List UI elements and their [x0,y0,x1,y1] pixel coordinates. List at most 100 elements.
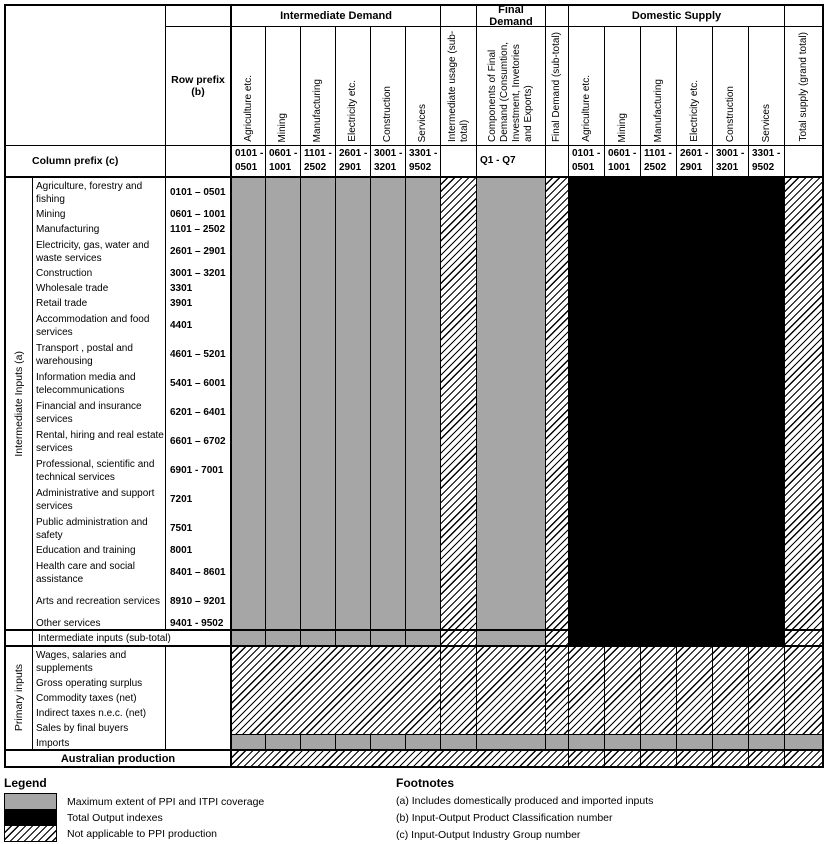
row-label: Public administration and safety [36,516,148,541]
column-prefix-value: 1101 - 2502 [301,146,335,176]
row-label: Construction [36,268,93,279]
row-prefix: 8910 – 9201 [170,596,226,607]
cell-not-applicable-hatch [749,750,784,766]
legend-item-total-output: Total Output indexes [4,809,396,826]
column-header-label: Agriculture etc. [580,75,592,142]
column-prefix-value: 0101 - 0501 [231,146,265,176]
row-label: Wholesale trade [36,283,109,294]
cell-not-applicable-hatch [546,177,568,629]
row-label: Professional, scientific and technical s… [36,458,155,483]
footnotes: Footnotes (a) Includes domestically prod… [396,775,653,844]
row-label: Accommodation and food services [36,313,150,338]
blank-header-cell [785,6,822,26]
column-prefix-value: 0101 - 0501 [569,146,604,176]
column-header-mining-supply: Mining [605,27,640,145]
cell-coverage-gray [406,735,440,749]
row-prefix: 0101 – 0501 [170,187,226,198]
column-header-manufacturing: Manufacturing [301,27,335,145]
row-label: Retail trade [36,298,88,309]
row-prefix: 4601 – 5201 [170,349,226,360]
cell-coverage-gray [336,735,370,749]
black-swatch-icon [4,809,57,826]
column-prefix-value: 1101 - 2502 [641,146,676,176]
cell-not-applicable-hatch [677,750,712,766]
row-label: Manufacturing [36,224,100,235]
column-header-label: Mining [616,112,628,142]
footnote-b: (b) Input-Output Product Classification … [396,812,613,824]
column-prefix-header: Column prefix (c) [6,146,165,176]
column-header-label: Manufacturing [312,78,323,142]
side-label-text: Intermediate Inputs (a) [13,350,25,457]
row-prefix: 6601 – 6702 [170,436,226,447]
row-prefix: 3901 [170,298,193,309]
row-prefix: 0601 – 1001 [170,209,226,220]
row-prefix: 3301 [170,283,193,294]
legend-item-label: Total Output indexes [67,811,163,824]
row-prefix: 8401 – 8601 [170,567,226,578]
gray-swatch-icon [4,793,57,810]
cell-coverage-gray [266,177,300,629]
cell-coverage-gray [406,177,440,629]
blank-prefix-cell [166,646,230,749]
cell-not-applicable-hatch [785,630,822,645]
australian-production-label: Australian production [6,750,230,766]
intermediate-subtotal-label: Intermediate inputs (sub-total) [33,630,230,645]
column-header-label: Electricity etc. [347,80,358,142]
cell-not-applicable-hatch [569,750,604,766]
row-prefix: 7501 [170,523,193,534]
cell-not-applicable-hatch [605,646,640,734]
cell-not-applicable-hatch [441,630,476,645]
row-label: Wages, salaries and supplements [36,649,127,674]
group-header-domestic-supply: Domestic Supply [569,6,784,26]
row-label: Transport , postal and warehousing [36,342,133,367]
row-label: Sales by final buyers [36,723,129,734]
legend-item-not-applicable: Not applicable to PPI production [4,825,396,842]
cell-not-applicable-hatch [785,750,822,766]
cell-not-applicable-hatch [641,750,676,766]
column-header-label: Electricity etc. [688,80,700,142]
cell-coverage-gray [477,177,545,629]
column-prefix-value: 3301 - 9502 [406,146,440,176]
cell-coverage-gray [785,735,822,749]
footnote-a: (a) Includes domestically produced and i… [396,795,654,807]
row-label: Arts and recreation services [36,596,160,607]
row-prefix: 8001 [170,545,193,556]
cell-coverage-gray [231,735,265,749]
cell-coverage-gray [231,177,265,629]
column-header-final-demand-subtotal: Final Demand (sub-total) [546,27,568,145]
cell-coverage-gray [336,177,370,629]
column-prefix-value: 3301 - 9502 [749,146,784,176]
cell-not-applicable-hatch [641,646,676,734]
row-prefix: 6201 – 6401 [170,407,226,418]
row-prefix: 6901 - 7001 [170,465,224,476]
blank-header-cell [546,6,568,26]
hatch-swatch-icon [4,825,57,842]
column-header-mining: Mining [266,27,300,145]
column-header-services: Services [406,27,440,145]
column-prefix-value: 2601 - 2901 [336,146,370,176]
column-header-total-supply: Total supply (grand total) [785,27,822,145]
cell-coverage-gray [406,630,440,645]
footnotes-title: Footnotes [396,776,454,790]
cell-coverage-gray [231,630,265,645]
cell-coverage-gray [301,735,335,749]
column-prefix-value [546,146,568,176]
cell-coverage-gray [546,735,568,749]
row-prefix: 4401 [170,320,193,331]
cell-not-applicable-hatch [441,177,476,629]
row-prefix: 7201 [170,494,193,505]
cell-not-applicable-hatch [441,646,476,734]
cell-total-output-black [569,177,784,645]
cell-coverage-gray [477,630,545,645]
corner-blank-cell [6,6,165,145]
cell-coverage-gray [266,630,300,645]
cell-coverage-gray [336,630,370,645]
cell-coverage-gray [477,735,545,749]
row-label: Gross operating surplus [36,678,143,689]
group-header-intermediate-demand: Intermediate Demand [231,6,440,26]
row-label: Electricity, gas, water and waste servic… [36,239,150,264]
cell-not-applicable-hatch [231,750,568,766]
cell-coverage-gray [371,735,405,749]
legend-item-label: Maximum extent of PPI and ITPI coverage [67,795,265,808]
column-header-manufacturing-supply: Manufacturing [641,27,676,145]
